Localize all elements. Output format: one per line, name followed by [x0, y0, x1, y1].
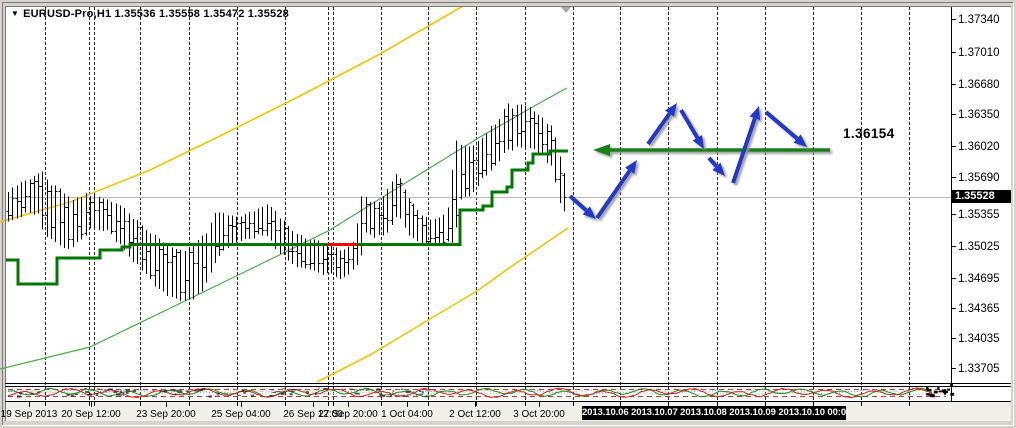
- upper-envelope-line: [0, 5, 464, 223]
- lower-envelope-line: [316, 227, 569, 383]
- current-price-badge: 1.35528: [952, 190, 1011, 203]
- chart-title-overlay: ▼ EURUSD-Pro,H1 1.35536 1.35558 1.35472 1…: [11, 8, 289, 20]
- indicator-green-line: [8, 387, 933, 398]
- price-level-label[interactable]: 1.36154: [843, 126, 895, 141]
- price-axis-label: 1.34035: [958, 333, 1000, 345]
- price-axis-label: 1.35355: [958, 209, 1000, 221]
- time-axis-selected-dates[interactable]: 2013.10.06 2013.10.07 2013.10.08 2013.10…: [582, 406, 846, 420]
- chart-client-area: [5, 6, 1011, 421]
- chart-title-text: EURUSD-Pro,H1 1.35536 1.35558 1.35472 1.…: [23, 8, 289, 20]
- price-axis-label: 1.36680: [958, 79, 1000, 91]
- time-axis-label: 19 Sep 2013: [1, 409, 58, 420]
- chart-shift-marker-icon[interactable]: [561, 7, 571, 13]
- price-axis-label: 1.35690: [958, 172, 1000, 184]
- price-axis-label: 1.37340: [958, 14, 1000, 26]
- blue-annotation-arrow[interactable]: [707, 156, 725, 176]
- green-level-arrow[interactable]: [593, 144, 830, 156]
- blue-annotation-arrow[interactable]: [679, 108, 704, 149]
- time-axis-label: 20 Sep 12:00: [61, 409, 121, 420]
- time-axis-label: 1 Oct 04:00: [381, 409, 433, 420]
- price-axis-label: 1.36350: [958, 109, 1000, 121]
- blue-annotation-arrow[interactable]: [731, 106, 761, 184]
- chart-dropdown-icon[interactable]: ▼: [11, 9, 20, 18]
- price-axis-label: 1.34695: [958, 273, 1000, 285]
- blue-annotation-arrow[interactable]: [568, 194, 596, 219]
- time-axis-label: 23 Sep 20:00: [136, 409, 196, 420]
- grid-lines: [45, 7, 910, 401]
- blue-annotation-arrow[interactable]: [646, 103, 677, 146]
- price-axis-label: 1.36020: [958, 141, 1000, 153]
- pane-borders: [5, 6, 1011, 421]
- price-axis[interactable]: 1.37340 1.37010 1.36680 1.36350 1.36020 1.356…: [951, 14, 1000, 375]
- trend-line: [0, 87, 568, 370]
- price-axis-label: 1.34365: [958, 303, 1000, 315]
- time-axis-label: 3 Oct 20:00: [513, 409, 565, 420]
- step-support-line[interactable]: [6, 149, 568, 286]
- indicator-dotted-line: [7, 389, 933, 397]
- indicator-pane[interactable]: [7, 383, 955, 399]
- blue-annotation-arrow[interactable]: [595, 160, 637, 220]
- drawn-arrows: [568, 103, 830, 220]
- time-axis-label: 25 Sep 04:00: [211, 409, 271, 420]
- price-axis-label: 1.37010: [958, 47, 1000, 59]
- price-axis-label: 1.33705: [958, 363, 1000, 375]
- blue-annotation-arrow[interactable]: [764, 110, 807, 147]
- time-axis-label: 27 Sep 20:00: [318, 409, 378, 420]
- time-axis-label: 26 Sep 12:00: [283, 409, 343, 420]
- time-axis-label: 2 Oct 12:00: [449, 409, 501, 420]
- time-axis[interactable]: 19 Sep 2013 20 Sep 12:00 23 Sep 20:00 25 Se…: [1, 402, 910, 420]
- price-axis-label: 1.35025: [958, 241, 1000, 253]
- indicator-text-marks: [16, 387, 431, 398]
